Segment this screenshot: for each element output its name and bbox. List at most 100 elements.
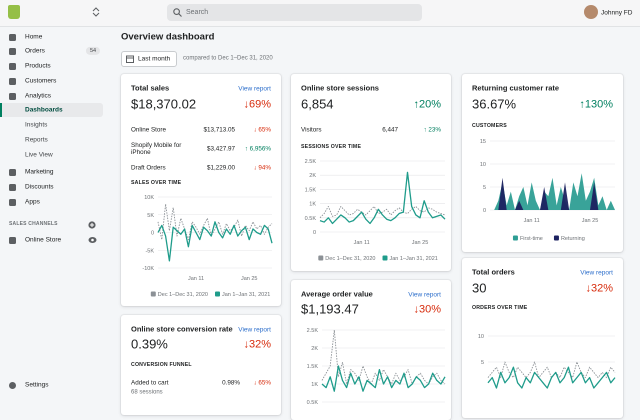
- row-label: Shopify Mobile for iPhone: [131, 141, 182, 156]
- nav-item[interactable]: Products: [25, 62, 51, 70]
- y-tick-label: 0: [313, 230, 316, 236]
- nav-item[interactable]: Analytics: [25, 92, 52, 100]
- card-change: ↓69%: [243, 98, 271, 111]
- row-label: Visitors: [301, 126, 322, 134]
- line: [319, 205, 446, 219]
- y-tick-label: 0.5K: [305, 216, 317, 222]
- y-tick-label: 2.5K: [307, 328, 319, 334]
- card-change: ↑20%: [413, 98, 441, 111]
- card-value: 6,854: [301, 96, 334, 112]
- x-tick-label: Jan 25: [241, 276, 258, 282]
- nav-item[interactable]: Discounts: [25, 183, 54, 191]
- row-change: ↑ 6,956%: [244, 145, 271, 153]
- add-channel-icon[interactable]: [88, 221, 96, 229]
- card-value: 0.39%: [131, 336, 168, 352]
- sales-channels-heading: SALES CHANNELS: [9, 221, 58, 228]
- card-title: Online store sessions: [301, 83, 379, 93]
- nav-icon: [9, 47, 16, 55]
- nav-item[interactable]: Apps: [25, 198, 40, 206]
- nav-item[interactable]: Settings: [25, 381, 49, 389]
- nav-icon: [9, 183, 16, 191]
- sidebar-active: [0, 103, 103, 117]
- page-title: Overview dashboard: [121, 31, 215, 43]
- card-change: ↑130%: [579, 98, 613, 111]
- nav-icon: [9, 33, 16, 41]
- y-tick-label: -10K: [142, 266, 154, 272]
- area: [490, 173, 615, 210]
- nav-item[interactable]: Live View: [25, 151, 53, 159]
- nav-item[interactable]: Insights: [25, 121, 48, 129]
- row-label: Online Store: [131, 126, 167, 134]
- date-button[interactable]: [121, 51, 177, 67]
- nav-icon: [9, 381, 16, 389]
- y-tick-label: 1.5K: [305, 187, 317, 193]
- section-label: ORDERS OVER TIME: [472, 305, 528, 312]
- nav-icon: [9, 168, 16, 176]
- card: [121, 315, 281, 415]
- y-tick-label: 2K: [311, 346, 318, 352]
- nav-icon: [9, 198, 16, 206]
- active-bar: [0, 103, 2, 117]
- y-tick-label: 0.5K: [307, 400, 319, 406]
- avatar[interactable]: [584, 5, 598, 19]
- card: [121, 74, 281, 306]
- legend-swatch: [318, 255, 324, 261]
- row-note: 68 sessions: [131, 389, 163, 396]
- view-report-link[interactable]: View report: [238, 85, 271, 93]
- nav-item[interactable]: Online Store: [25, 236, 62, 244]
- line: [319, 171, 446, 225]
- card-change: ↓30%: [413, 303, 441, 316]
- row-value: 0.98%: [222, 379, 240, 387]
- card-title: Returning customer rate: [472, 83, 560, 93]
- search-placeholder: Search: [186, 8, 209, 16]
- y-tick-label: 10K: [144, 195, 154, 201]
- card-title: Total sales: [131, 83, 170, 93]
- section-label: SALES OVER TIME: [131, 180, 182, 187]
- search-box[interactable]: [167, 4, 422, 21]
- view-report-link[interactable]: View report: [238, 326, 271, 334]
- nav-icon: [9, 92, 16, 100]
- card-change: ↓32%: [243, 338, 271, 351]
- section-label: CUSTOMERS: [472, 123, 507, 130]
- logo[interactable]: [8, 5, 20, 19]
- nav-item[interactable]: Home: [25, 33, 43, 41]
- calendar-icon: [126, 55, 134, 63]
- row-value: $3,427.97: [206, 145, 235, 153]
- card-change: ↓32%: [585, 282, 613, 295]
- compare-text: compared to Dec 1–Dec 31, 2020: [183, 55, 273, 62]
- view-report-link[interactable]: View report: [580, 269, 613, 277]
- view-store-icon[interactable]: [88, 236, 97, 244]
- x-tick-label: Jan 11: [524, 218, 540, 224]
- row-change: ↓ 65%: [253, 379, 271, 387]
- y-tick-label: 0: [151, 231, 154, 237]
- card-title: Total orders: [472, 267, 515, 277]
- legend-swatch: [150, 291, 156, 297]
- nav-item[interactable]: Orders: [25, 47, 45, 55]
- search-icon: [173, 8, 182, 17]
- nav-item[interactable]: Marketing: [25, 168, 54, 176]
- legend-label: Jan 1–Jan 31, 2021: [390, 256, 438, 262]
- legend-label: Jan 1–Jan 31, 2021: [222, 292, 270, 298]
- row-label: Added to cart: [131, 379, 169, 387]
- nav-item[interactable]: Reports: [25, 136, 48, 144]
- nav-badge: 54: [85, 46, 101, 56]
- legend-swatch: [512, 235, 518, 241]
- nav-item[interactable]: Dashboards: [25, 106, 63, 114]
- legend-label: First-time: [520, 236, 543, 242]
- row-label: Draft Orders: [131, 164, 166, 172]
- card: [462, 258, 623, 418]
- date-button-label[interactable]: Last month: [138, 55, 171, 63]
- y-tick-label: 10: [478, 334, 484, 340]
- chart: 10 5: [478, 334, 616, 389]
- view-report-link[interactable]: View report: [408, 291, 441, 299]
- nav-icon: [9, 236, 16, 244]
- y-tick-label: -5K: [145, 248, 154, 254]
- y-tick-label: 2.5K: [305, 159, 317, 165]
- row-value: $1,229.00: [206, 164, 235, 172]
- user-name[interactable]: Johnny FD: [601, 9, 633, 17]
- store-switch[interactable]: [92, 7, 100, 17]
- nav-item[interactable]: Customers: [25, 77, 57, 85]
- card-value: 36.67%: [472, 96, 517, 112]
- y-tick-label: 15: [480, 139, 486, 145]
- chart: 2.5K 2K 1.5K 1K 0.5K 0 Jan 11 Jan 25 Dec 1–Dec 3…: [305, 159, 446, 262]
